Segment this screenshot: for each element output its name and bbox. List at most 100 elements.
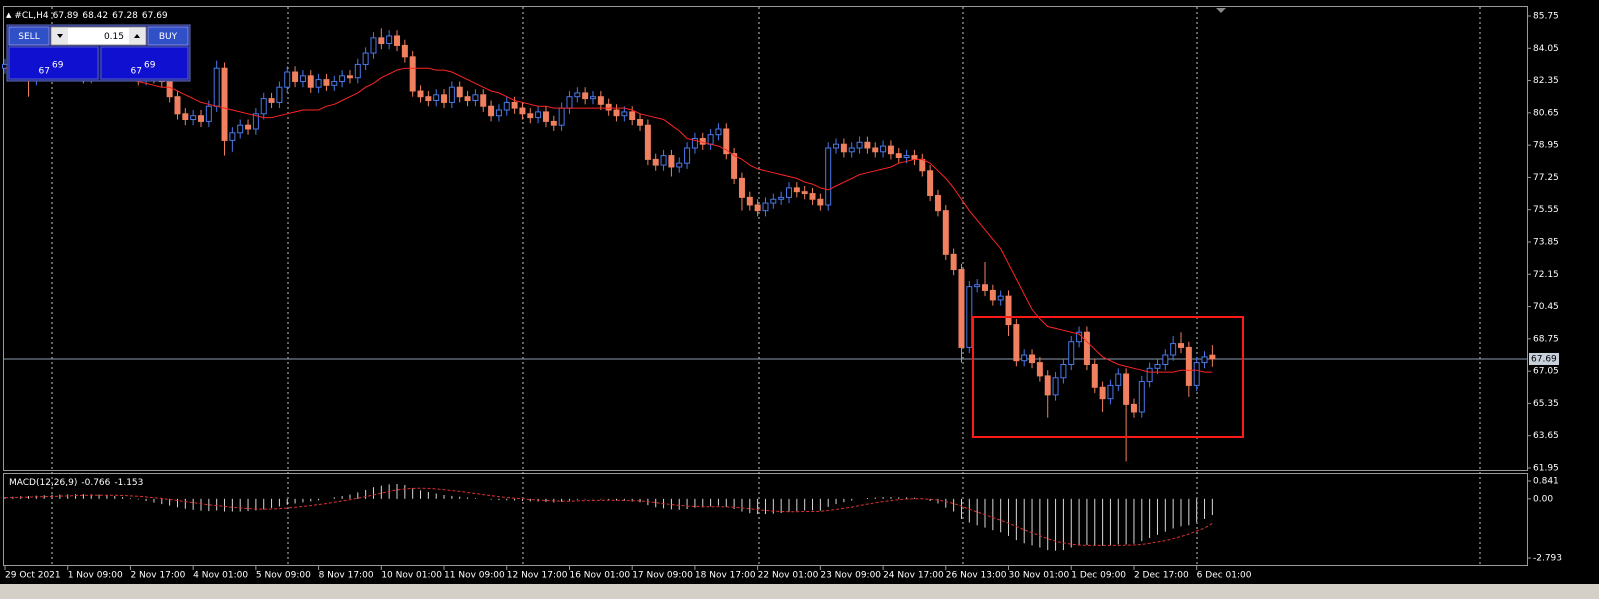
x-tick-label: 26 Nov 13:00 bbox=[946, 571, 1007, 581]
y-tick-label: 80.65 bbox=[1533, 108, 1559, 118]
candle-body bbox=[229, 132, 236, 141]
sell-label[interactable]: SELL bbox=[18, 32, 39, 42]
candle-body bbox=[840, 143, 847, 153]
x-tick-label: 1 Dec 09:00 bbox=[1071, 571, 1126, 581]
candle-body bbox=[825, 147, 832, 206]
candle-body bbox=[535, 111, 542, 119]
buy-label[interactable]: BUY bbox=[159, 32, 178, 42]
candle-body bbox=[519, 107, 526, 115]
candle-body bbox=[707, 134, 714, 145]
candle-body bbox=[315, 79, 322, 88]
y-tick-label: 67.05 bbox=[1533, 367, 1559, 377]
buy-button[interactable] bbox=[147, 26, 189, 46]
candle-body bbox=[245, 124, 252, 130]
candle-body bbox=[715, 128, 722, 136]
candle-body bbox=[198, 115, 204, 122]
x-tick-label: 22 Nov 01:00 bbox=[758, 571, 819, 581]
candle-body bbox=[213, 67, 220, 107]
candle-body bbox=[644, 124, 651, 160]
candle-body bbox=[1107, 384, 1114, 400]
candle-body bbox=[339, 75, 346, 83]
candle-body bbox=[433, 94, 440, 102]
candle-body bbox=[1060, 363, 1067, 379]
candle-body bbox=[550, 120, 557, 126]
plot: 85.75 84.05 82.35 80.65 78.95 77.25 75.55 73.85… bbox=[2, 12, 1562, 581]
candle-body bbox=[1209, 354, 1216, 360]
candle-body bbox=[1130, 403, 1137, 413]
candle-body bbox=[1091, 363, 1098, 388]
y-tick-label: 73.85 bbox=[1533, 238, 1559, 248]
candle-body bbox=[699, 137, 706, 145]
y-tick-label: 63.65 bbox=[1533, 431, 1559, 441]
macd-signal bbox=[4, 487, 1213, 546]
candle-body bbox=[786, 187, 792, 198]
candle-body bbox=[378, 37, 385, 45]
x-tick-label: 1 Nov 09:00 bbox=[68, 571, 123, 581]
candle-body bbox=[887, 145, 894, 155]
candle-body bbox=[472, 94, 479, 102]
x-tick-label: 8 Nov 17:00 bbox=[319, 571, 374, 581]
candle-body bbox=[738, 177, 745, 198]
candle-body bbox=[166, 81, 173, 98]
sell-price-box[interactable] bbox=[8, 46, 99, 80]
candle-body bbox=[801, 191, 808, 195]
candle-body bbox=[817, 198, 824, 206]
lot-input[interactable] bbox=[50, 26, 147, 46]
candle-body bbox=[856, 141, 863, 149]
candle-body bbox=[746, 196, 753, 206]
x-tick-label: 5 Nov 09:00 bbox=[256, 571, 311, 581]
candle-body bbox=[880, 145, 887, 153]
price-label: 67.69 bbox=[1531, 354, 1557, 364]
candle-body bbox=[1115, 373, 1122, 386]
y-tick-label: 70.45 bbox=[1533, 302, 1559, 312]
candle-body bbox=[542, 111, 549, 122]
y-tick-label: 84.05 bbox=[1533, 44, 1559, 54]
candle-body bbox=[174, 96, 181, 115]
macd-frame bbox=[3, 473, 1528, 566]
candle-body bbox=[574, 92, 581, 98]
candle-body bbox=[425, 96, 432, 102]
candle-body bbox=[1036, 362, 1043, 377]
macd-y-tick-label: 0.00 bbox=[1533, 494, 1553, 504]
high: 68.42 bbox=[82, 11, 108, 21]
macd-header: MACD(12,26,9) -0.766 -1.153 bbox=[9, 478, 143, 488]
header-arrow: ▲ bbox=[6, 11, 12, 19]
x-tick-label: 4 Nov 01:00 bbox=[193, 571, 248, 581]
header: ▲ #CL,H4 67.89 68.42 67.28 67.69 bbox=[6, 11, 168, 21]
candle-body bbox=[1005, 295, 1012, 326]
candle-body bbox=[1021, 354, 1028, 362]
symbol: #CL,H4 bbox=[14, 11, 48, 21]
sell-button[interactable] bbox=[8, 26, 50, 46]
shift-marker bbox=[1216, 8, 1226, 13]
candle-body bbox=[833, 143, 840, 149]
candle-body bbox=[590, 96, 596, 100]
x-tick-label: 29 Oct 2021 bbox=[5, 571, 61, 581]
candle-body bbox=[417, 90, 424, 98]
y-tick-label: 85.75 bbox=[1533, 12, 1559, 22]
close: 67.69 bbox=[142, 11, 168, 21]
buy-price-box[interactable] bbox=[100, 46, 189, 80]
low: 67.28 bbox=[112, 11, 138, 21]
candle-body bbox=[1123, 373, 1130, 405]
y-tick-label: 75.55 bbox=[1533, 205, 1559, 215]
candle-body bbox=[323, 79, 330, 86]
candle-body bbox=[354, 63, 361, 79]
candle-body bbox=[927, 170, 934, 196]
candle-body bbox=[1201, 356, 1208, 364]
candle-body bbox=[911, 155, 918, 160]
moving-average bbox=[5, 67, 1213, 373]
candle-body bbox=[1013, 324, 1020, 362]
status-strip bbox=[0, 584, 1599, 599]
candle-body bbox=[958, 269, 965, 348]
candle-body bbox=[668, 155, 675, 168]
candle-body bbox=[260, 98, 267, 115]
candle-body bbox=[284, 71, 291, 88]
lot-value[interactable]: 0.15 bbox=[104, 32, 124, 42]
candle-body bbox=[597, 96, 604, 105]
candle-body bbox=[762, 202, 769, 212]
x-tick-label: 12 Nov 17:00 bbox=[507, 571, 568, 581]
candle-body bbox=[268, 98, 275, 103]
candle-body bbox=[950, 253, 957, 271]
candle-body bbox=[221, 67, 228, 141]
